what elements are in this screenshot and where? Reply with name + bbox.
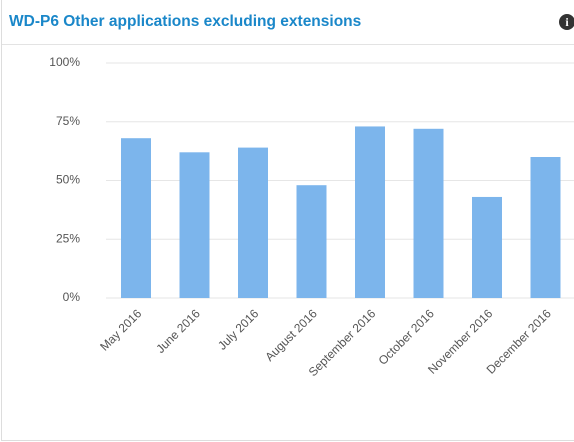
bar [530,157,561,298]
x-tick-label: May 2016 [97,306,144,353]
x-tick-label: October 2016 [376,306,438,368]
bar [179,152,210,298]
bar [121,138,151,298]
y-tick-label: 0% [63,290,81,304]
y-tick-label: 25% [56,231,80,245]
bar [413,128,444,298]
bar [472,196,502,298]
info-icon[interactable]: i [559,14,574,30]
bar [296,185,327,298]
x-tick-label: August 2016 [262,306,320,364]
y-tick-label: 100% [49,55,80,69]
widget-title: WD-P6 Other applications excluding exten… [9,13,362,30]
y-tick-label: 75% [56,114,80,128]
widget-header: WD-P6 Other applications excluding exten… [2,0,574,45]
x-tick-label: July 2016 [215,306,261,352]
y-tick-label: 50% [56,173,80,187]
bar [238,147,268,298]
bar [355,126,385,298]
x-tick-label: June 2016 [153,306,203,356]
